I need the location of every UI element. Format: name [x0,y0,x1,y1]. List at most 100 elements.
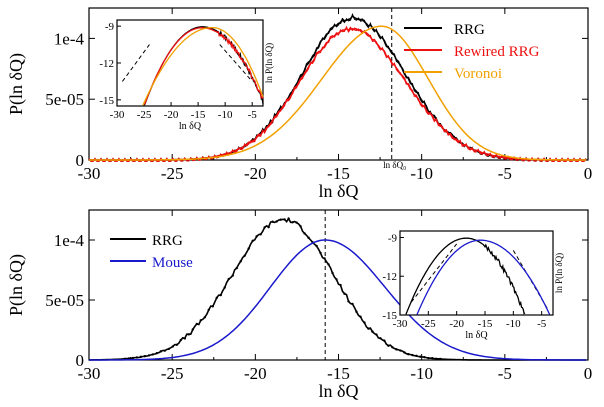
inset-y-tick-label: -9 [388,232,398,244]
y-tick-label: 5e-05 [45,90,84,109]
series-point [163,349,167,352]
series-point [323,257,326,260]
x-tick-label: 0 [584,164,593,183]
x-tick-label: -5 [498,164,512,183]
series-point [351,302,354,306]
series-point [327,263,330,266]
x-tick-label: -15 [327,364,350,383]
y-tick-label: 1e-4 [54,29,85,48]
series-point [335,278,338,281]
series-point [167,347,171,351]
series-point [175,343,179,346]
series-point [267,225,270,229]
series-point [367,327,370,330]
inset-y-axis-label: ln P(ln δQ) [264,43,274,83]
series-point [135,356,139,359]
series-point [359,315,362,318]
series-point [235,266,238,270]
inset-guide-line [219,44,253,82]
x-axis-label: ln δQ [319,381,359,401]
x-axis-label: ln δQ [319,181,359,201]
series-point [295,221,298,224]
inset-x-tick-label: -10 [218,109,233,121]
inset-x-tick-label: -25 [421,318,436,330]
series-point [139,355,143,359]
series-point [271,220,274,223]
reference-line-label: ln δQ₀ [383,160,406,170]
x-tick-label: 0 [584,364,593,383]
series-point [431,357,434,360]
series-point [371,330,374,333]
legend-label: RRG [152,233,183,249]
inset-series-line [405,237,526,315]
series-point [383,339,386,342]
inset-y-tick-label: -15 [382,310,397,322]
series-point [427,356,430,360]
inset-y-tick-label: -15 [99,95,114,107]
series-point [403,351,406,354]
inset-x-tick-label: -25 [137,109,152,121]
series-point [143,355,147,358]
series-point [239,260,242,263]
series-point [215,296,218,300]
series-point [275,220,278,223]
inset-frame [116,19,264,107]
series-line-rrg [89,217,586,361]
x-tick-label: -20 [244,364,267,383]
series-point [331,271,334,275]
series-point [211,305,214,308]
x-tick-label: -15 [327,164,350,183]
series-point [251,239,254,243]
series-point [151,353,155,356]
inset-x-tick-label: -5 [537,318,547,330]
legend-label: Rewired RRG [454,44,540,60]
inset-guide-line [410,243,458,303]
series-point [219,293,222,297]
series-point [199,319,202,322]
inset-series-line [143,27,264,105]
series-point [259,233,262,236]
series-point [375,333,378,336]
series-point [347,300,350,303]
x-tick-label: -25 [161,164,184,183]
series-point [287,217,290,220]
series-point [299,225,302,228]
inset-x-tick-label: -20 [449,318,464,330]
series-point [415,354,418,357]
inset-x-axis-label: ln δQ [179,121,202,132]
x-tick-label: -30 [78,164,101,183]
series-point [187,333,190,336]
inset-y-tick-label: -12 [99,58,114,70]
series-point [391,346,394,349]
x-tick-label: -20 [244,164,267,183]
series-line-mouse [89,239,586,361]
series-point [131,356,135,360]
series-point [303,232,306,235]
series-point [407,353,410,356]
inset-y-tick-label: -9 [105,21,115,33]
series-point [247,247,250,250]
series-point [255,235,258,238]
inset-x-tick-label: -20 [164,109,179,121]
y-axis-label: P(ln δQ) [6,254,27,316]
series-point [379,337,382,340]
series-point [223,286,226,289]
y-tick-label: 0 [76,351,85,370]
y-tick-label: 5e-05 [45,291,84,310]
inset-x-tick-label: -15 [478,318,493,330]
series-point [355,310,358,313]
inset-x-tick-label: -10 [506,318,521,330]
series-point [195,322,198,326]
inset-x-tick-label: -30 [393,318,408,330]
series-point [411,353,414,357]
series-point [307,236,310,239]
series-point [339,283,342,287]
series-point [179,338,183,342]
series-point [183,337,187,340]
series-point [395,348,398,351]
series-point [363,321,366,324]
series-point [419,355,422,358]
series-point [291,221,294,224]
series-point [319,251,322,255]
